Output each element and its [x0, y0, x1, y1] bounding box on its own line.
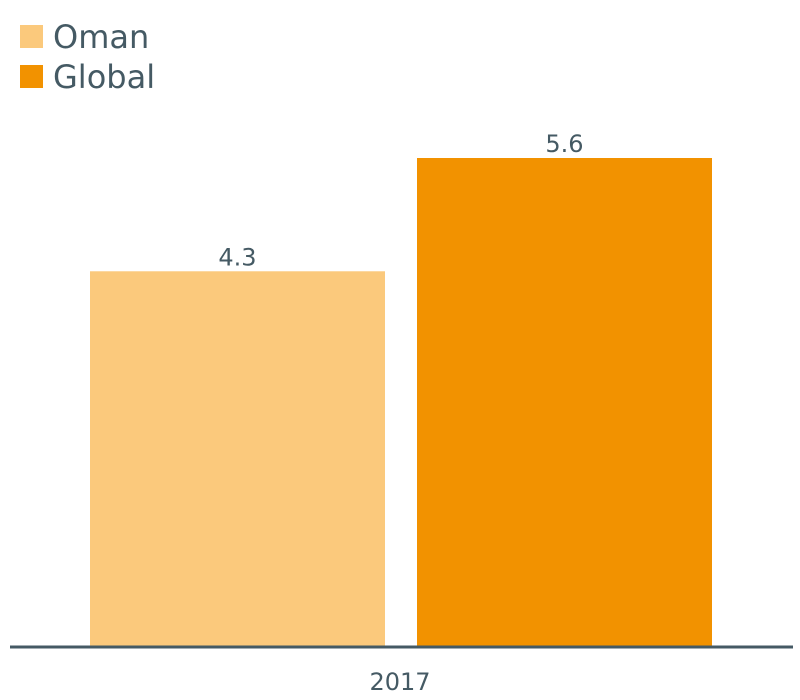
legend-swatch-global	[20, 65, 43, 88]
plot-area: 4.3 5.6	[90, 130, 712, 646]
x-tick-label-2017: 2017	[369, 668, 430, 696]
data-label-oman-2017: 4.3	[218, 243, 256, 271]
bar-global-2017	[417, 158, 712, 646]
data-label-global-2017: 5.6	[545, 130, 583, 158]
legend-label-global: Global	[53, 58, 155, 96]
legend-label-oman: Oman	[53, 18, 149, 56]
bar-oman-2017	[90, 271, 385, 646]
x-axis-ticks: 2017	[369, 668, 430, 696]
legend: Oman Global	[20, 18, 155, 96]
legend-swatch-oman	[20, 25, 43, 48]
